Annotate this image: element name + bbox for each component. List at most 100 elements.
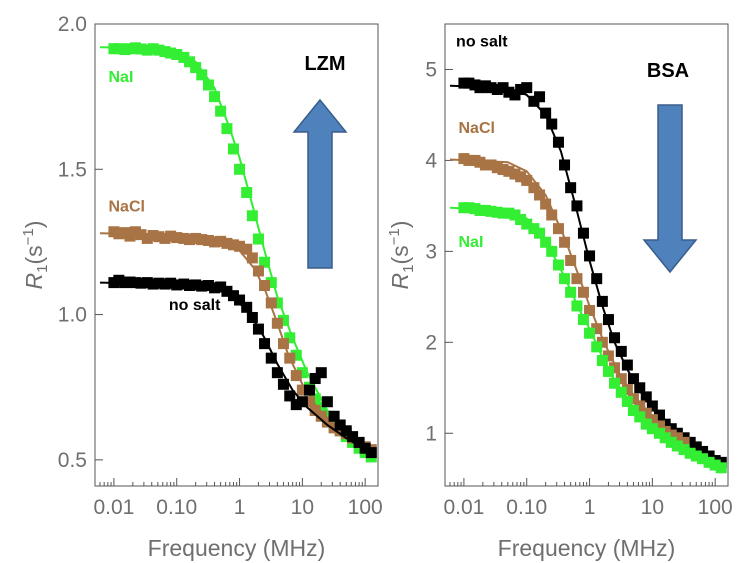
data-point-nacl (659, 425, 671, 437)
data-point-no-salt (171, 279, 183, 291)
data-point-nai (147, 43, 159, 55)
data-point-nacl (259, 280, 271, 292)
data-point-no-salt (497, 82, 509, 94)
data-point-no-salt (221, 285, 233, 297)
data-point-nai (609, 377, 621, 389)
data-point-no-salt (290, 399, 302, 411)
data-point-nai (353, 442, 365, 454)
y-tick-label: 2 (425, 331, 437, 354)
data-point-nai (209, 91, 221, 103)
data-point-nai (141, 44, 153, 56)
y-axis-title: R1(s−1) (20, 221, 51, 290)
data-point-no-salt (365, 447, 377, 459)
data-point-no-salt (546, 118, 558, 130)
data-point-nai (534, 227, 546, 239)
data-point-no-salt (284, 390, 296, 402)
data-point-no-salt (347, 431, 359, 443)
x-tick-label: 0.01 (443, 496, 484, 519)
data-layer (449, 77, 727, 474)
data-point-nai (497, 207, 509, 219)
data-point-no-salt (165, 277, 177, 289)
data-point-nacl (552, 223, 564, 235)
data-point-nacl (334, 425, 346, 437)
data-point-nai (296, 367, 308, 379)
y-tick-label: 5 (425, 58, 437, 81)
data-point-no-salt (654, 409, 666, 421)
data-point-nai (684, 447, 696, 459)
data-point-nacl (546, 209, 558, 221)
data-point-no-salt (596, 295, 608, 307)
data-point-nai (315, 402, 327, 414)
data-point-nacl (153, 231, 165, 243)
data-point-nai (135, 43, 147, 55)
panel-bsa: 0.01 0.10 1 10 100 1 2 3 4 5 Frequency (MHz) R1(s−1… (386, 23, 733, 561)
series-label-nai: NaI (108, 69, 133, 86)
panel-label: LZM (304, 53, 345, 75)
data-point-no-salt (591, 273, 603, 285)
data-point-nai (521, 218, 533, 230)
data-point-nai (241, 187, 253, 199)
data-point-no-salt (479, 80, 491, 92)
data-point-no-salt (640, 391, 652, 403)
data-point-nacl (315, 410, 327, 422)
fit-line-no-salt (99, 281, 377, 458)
data-point-nacl (654, 420, 666, 432)
data-point-nai (546, 245, 558, 257)
data-point-nacl (515, 171, 527, 183)
series-label-nai: NaI (458, 234, 483, 251)
data-point-nacl (321, 416, 333, 428)
data-point-nacl (284, 352, 296, 364)
data-point-no-salt (609, 332, 621, 344)
x-tick-label: 0.01 (93, 496, 134, 519)
data-point-nai (234, 163, 246, 175)
data-point-nacl (209, 236, 221, 248)
data-point-nacl (184, 234, 196, 246)
data-point-no-salt (463, 77, 475, 89)
data-point-nai (171, 49, 183, 61)
data-point-nai (640, 418, 652, 430)
data-point-nacl (521, 174, 533, 186)
data-point-no-salt (503, 86, 515, 98)
data-point-nacl (584, 304, 596, 316)
data-point-no-salt (485, 82, 497, 94)
data-point-nacl (615, 373, 627, 385)
data-point-no-salt (234, 294, 246, 306)
data-point-no-salt (178, 278, 190, 290)
y-tick-label: 0.5 (58, 449, 87, 472)
data-point-nai (246, 210, 258, 222)
data-point-no-salt (141, 277, 153, 289)
data-point-no-salt (265, 352, 277, 364)
data-point-nai (703, 456, 715, 468)
data-point-nai (284, 332, 296, 344)
fit-line-no-salt (449, 84, 727, 466)
data-point-no-salt (571, 200, 583, 212)
data-point-no-salt (540, 107, 552, 119)
data-point-no-salt (277, 378, 289, 390)
data-point-nai (671, 440, 683, 452)
data-point-nai (165, 47, 177, 59)
data-point-nai (697, 453, 709, 465)
data-point-nai (178, 51, 190, 63)
data-layer (99, 42, 377, 463)
x-tick-label: 10 (291, 496, 314, 519)
data-point-nacl (215, 235, 227, 247)
data-point-nacl (665, 429, 677, 441)
data-point-nai (654, 427, 666, 439)
x-tick-label: 100 (698, 496, 733, 519)
data-point-nacl (534, 189, 546, 201)
data-point-nacl (678, 436, 690, 448)
y-tick-label: 1.5 (58, 158, 87, 181)
data-point-nacl (571, 273, 583, 285)
data-point-no-salt (534, 91, 546, 103)
data-point-nacl (596, 336, 608, 348)
data-point-no-salt (602, 314, 614, 326)
data-point-nai (659, 432, 671, 444)
y-tick-label: 1 (425, 422, 437, 445)
data-point-nai (665, 436, 677, 448)
data-point-no-salt (252, 323, 264, 335)
data-point-nacl (202, 234, 214, 246)
data-point-nai (196, 69, 208, 81)
data-point-nai (159, 46, 171, 58)
data-point-nacl (277, 338, 289, 350)
y-tick-label: 2.0 (58, 13, 87, 36)
